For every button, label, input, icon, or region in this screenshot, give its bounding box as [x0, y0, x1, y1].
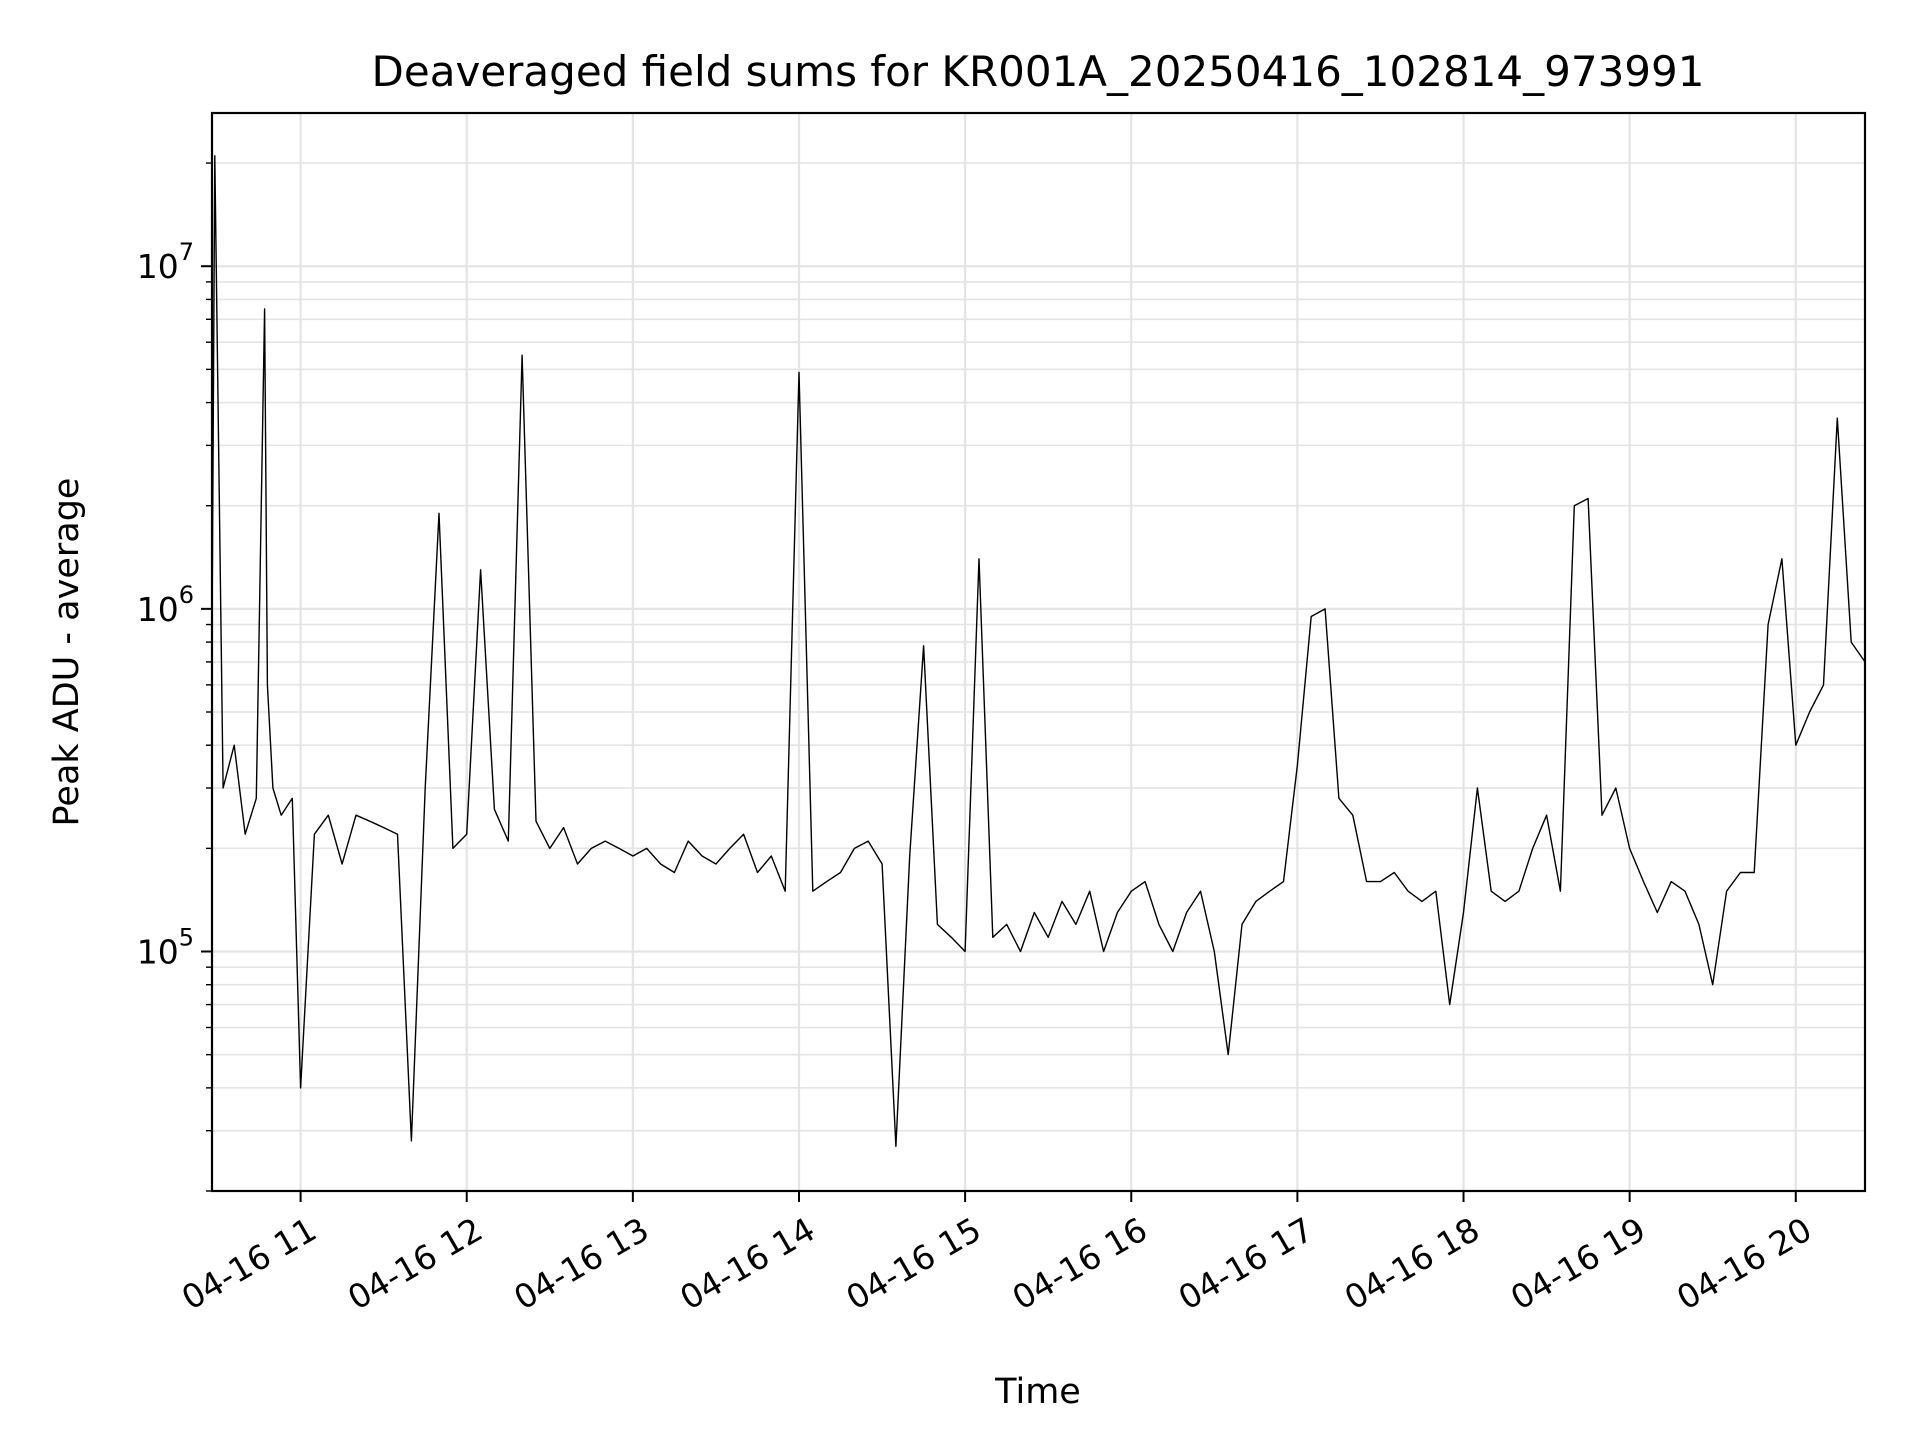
series-line — [211, 155, 1866, 1148]
y-tick-label-exponent: 5 — [179, 924, 194, 952]
y-tick-label-exponent: 6 — [179, 581, 194, 609]
y-tick-label: 107 — [137, 238, 194, 286]
x-axis-label: Time — [994, 1372, 1081, 1412]
y-tick-label-base: 10 — [137, 590, 179, 629]
y-tick-label-base: 10 — [137, 933, 179, 972]
y-tick-label-base: 10 — [137, 247, 179, 286]
grid-layer — [212, 113, 1865, 1192]
y-tick-label: 106 — [137, 581, 194, 629]
chart-title: Deaveraged field sums for KR001A_2025041… — [372, 47, 1705, 96]
y-tick-label-exponent: 7 — [179, 238, 194, 266]
series-layer — [211, 155, 1866, 1148]
y-tick-label: 105 — [137, 924, 194, 972]
plot-frame — [210, 111, 1867, 1193]
y-axis-label: Peak ADU - average — [47, 478, 87, 827]
